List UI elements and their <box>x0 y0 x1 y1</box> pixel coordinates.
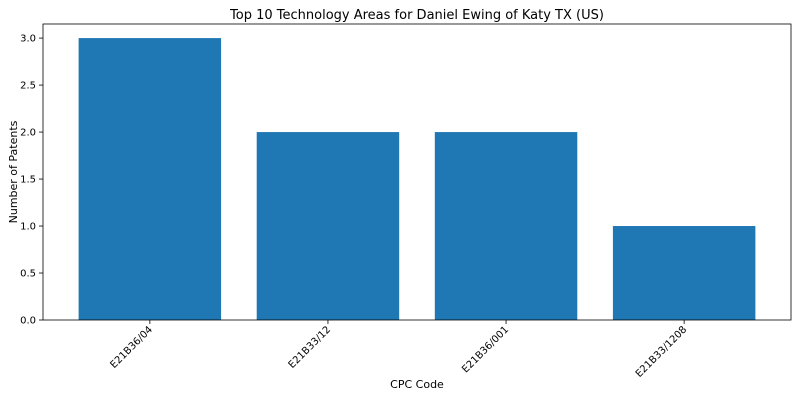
x-tick-label: E21B36/04 <box>108 324 154 370</box>
y-tick-label: 1.0 <box>20 222 36 233</box>
y-tick-label: 2.0 <box>20 128 36 139</box>
y-axis-label: Number of Patents <box>7 120 20 223</box>
y-tick-label: 2.5 <box>20 81 36 92</box>
x-tick-label: E21B33/12 <box>287 324 333 370</box>
y-tick-label: 0.0 <box>20 316 36 327</box>
y-tick-label: 0.5 <box>20 269 36 280</box>
bar-E21B33/1208 <box>613 226 755 320</box>
bar-E21B36/001 <box>435 132 577 320</box>
x-axis-label: CPC Code <box>390 378 444 391</box>
bar-E21B36/04 <box>79 38 221 320</box>
x-axis: E21B36/04 E21B33/12 E21B36/001 E21B33/1208 <box>108 320 689 380</box>
x-tick-label: E21B33/1208 <box>634 324 689 379</box>
y-axis: 0.0 0.5 1.0 1.5 2.0 2.5 3.0 <box>20 34 43 327</box>
x-tick-label: E21B36/001 <box>460 324 511 375</box>
y-tick-label: 1.5 <box>20 175 36 186</box>
bars-group <box>79 38 756 320</box>
chart-title: Top 10 Technology Areas for Daniel Ewing… <box>229 8 604 23</box>
bar-E21B33/12 <box>257 132 399 320</box>
y-tick-label: 3.0 <box>20 34 36 45</box>
